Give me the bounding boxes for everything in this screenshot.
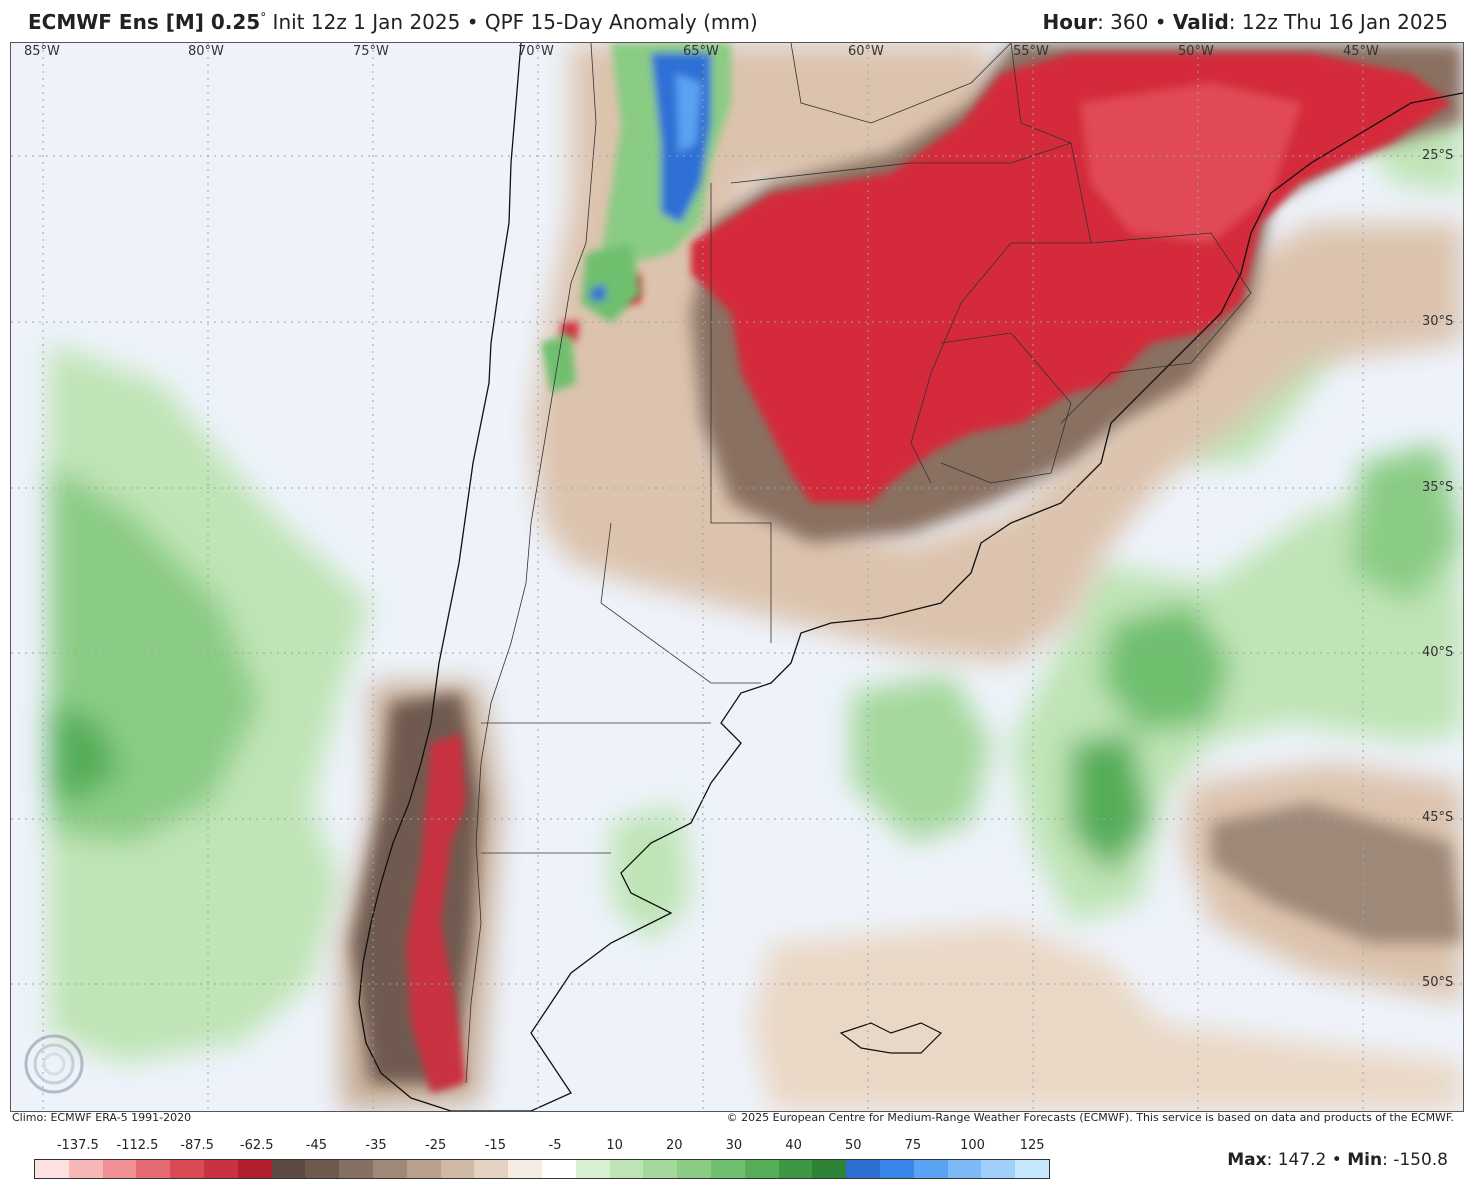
legend-swatch (136, 1160, 171, 1178)
min-label: Min (1347, 1150, 1383, 1170)
valid-value: : 12z Thu 16 Jan 2025 (1228, 10, 1448, 34)
legend-ticks: -137.5 -112.5 -87.5 -62.5 -45 -35 -25 -15 -5 10 20… (34, 1138, 1050, 1156)
legend-swatch (981, 1160, 1016, 1178)
legend-swatch (879, 1160, 914, 1178)
lat-label-30s: 30°S (1422, 314, 1454, 329)
legend-tick-label: -62.5 (239, 1138, 274, 1153)
legend-swatch (643, 1160, 678, 1178)
legend-swatch (575, 1160, 610, 1178)
legend-swatch (508, 1160, 542, 1178)
lon-label-45w: 45°W (1343, 44, 1379, 59)
hour-label: Hour (1042, 10, 1098, 34)
legend-swatch (406, 1160, 441, 1178)
borders (465, 43, 1252, 1084)
climo-credit: Climo: ECMWF ERA-5 1991-2020 (12, 1111, 192, 1124)
max-min-stats: Max: 147.2 • Min: -150.8 (1227, 1150, 1448, 1170)
lon-label-65w: 65°W (683, 44, 719, 59)
legend-swatch (744, 1160, 779, 1178)
max-label: Max (1227, 1150, 1267, 1170)
lon-label-80w: 80°W (188, 44, 224, 59)
legend-swatch (102, 1160, 137, 1178)
valid-info: Hour: 360 • Valid: 12z Thu 16 Jan 2025 (1042, 10, 1448, 34)
lat-label-25s: 25°S (1422, 148, 1454, 163)
legend-swatch (68, 1160, 103, 1178)
legend-swatch (35, 1160, 69, 1178)
copyright-credit: © 2025 European Centre for Medium-Range … (726, 1111, 1454, 1124)
legend-tick-label: -25 (425, 1138, 447, 1153)
falkland-islands (839, 1022, 943, 1054)
credits-bar: Climo: ECMWF ERA-5 1991-2020 © 2025 Euro… (12, 1111, 1464, 1127)
legend-swatch (609, 1160, 644, 1178)
lon-label-85w: 85°W (24, 44, 60, 59)
legend-swatch (339, 1160, 373, 1178)
min-value: : -150.8 (1382, 1150, 1448, 1170)
legend-tick-label: 10 (606, 1138, 623, 1153)
red-dry-anomaly (406, 53, 1451, 1093)
legend-swatch (170, 1160, 204, 1178)
lon-label-55w: 55°W (1013, 44, 1049, 59)
coastlines (358, 43, 1463, 1111)
legend-tick-label: 125 (1019, 1138, 1045, 1153)
legend-tick-label: -5 (548, 1138, 562, 1153)
lon-label-50w: 50°W (1178, 44, 1214, 59)
legend-swatch (474, 1160, 509, 1178)
degree-sign: ° (260, 10, 267, 25)
legend-tick-label: 100 (960, 1138, 985, 1153)
weatherbell-swirl-icon (24, 1034, 84, 1094)
valid-label: Valid (1172, 10, 1229, 34)
legend-tick-label: 30 (725, 1138, 743, 1153)
pacific-wet-anomaly (49, 343, 371, 1063)
header: ECMWF Ens [M] 0.25° Init 12z 1 Jan 2025 … (0, 0, 1474, 42)
init-info: Init 12z 1 Jan 2025 • QPF 15-Day Anomaly… (266, 10, 758, 34)
legend-swatch (846, 1160, 880, 1178)
model-name: ECMWF Ens [M] 0.25 (28, 10, 261, 34)
color-legend: -137.5 -112.5 -87.5 -62.5 -45 -35 -25 -15 -5 10 20… (34, 1138, 1050, 1182)
lat-label-40s: 40°S (1422, 645, 1454, 660)
weatherbell-logo (18, 1030, 148, 1094)
legend-swatch (271, 1160, 306, 1178)
hour-value: : 360 • (1097, 10, 1173, 34)
lat-label-35s: 35°S (1422, 480, 1454, 495)
lat-label-45s: 45°S (1422, 810, 1454, 825)
legend-swatch (778, 1160, 813, 1178)
legend-tick-label: -35 (365, 1138, 387, 1153)
legend-tick-label: -137.5 (56, 1138, 99, 1153)
legend-swatch (541, 1160, 576, 1178)
legend-swatch (913, 1160, 948, 1178)
graticule (11, 43, 1463, 1111)
anomaly-map[interactable] (11, 43, 1463, 1111)
legend-tick-label: 20 (666, 1138, 683, 1153)
lon-label-70w: 70°W (518, 44, 554, 59)
legend-tick-label: -15 (484, 1138, 506, 1153)
title: ECMWF Ens [M] 0.25° Init 12z 1 Jan 2025 … (28, 10, 758, 34)
lat-label-50s: 50°S (1422, 975, 1454, 990)
legend-tick-label: -87.5 (180, 1138, 214, 1153)
legend-swatch (237, 1160, 272, 1178)
legend-swatch (677, 1160, 711, 1178)
legend-swatch (440, 1160, 475, 1178)
andes-wet-anomaly (541, 43, 731, 393)
legend-swatch (372, 1160, 407, 1178)
legend-swatch (305, 1160, 340, 1178)
legend-swatch (1015, 1160, 1049, 1178)
legend-colorbar (34, 1159, 1050, 1179)
legend-tick-label: 40 (785, 1138, 802, 1153)
legend-tick-label: -45 (305, 1138, 328, 1153)
legend-tick-label: 75 (904, 1138, 922, 1153)
legend-tick-label: -112.5 (116, 1138, 159, 1153)
map-panel[interactable] (10, 42, 1464, 1112)
legend-swatch (710, 1160, 745, 1178)
legend-swatch (947, 1160, 982, 1178)
legend-tick-label: 50 (844, 1138, 862, 1153)
max-value: : 147.2 • (1266, 1150, 1348, 1170)
legend-swatch (203, 1160, 238, 1178)
lon-label-60w: 60°W (848, 44, 884, 59)
lon-label-75w: 75°W (353, 44, 389, 59)
legend-swatch (812, 1160, 847, 1178)
